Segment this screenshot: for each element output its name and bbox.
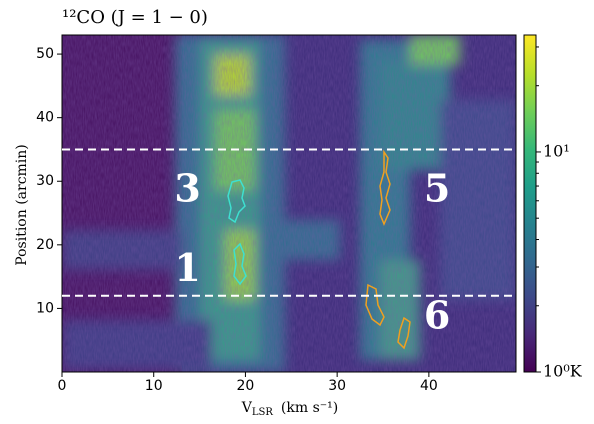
- x-axis-label: VLSR (km s⁻¹): [241, 400, 338, 418]
- colorbar-tick-label: 10⁰K: [543, 362, 583, 381]
- region-label: 6: [424, 293, 450, 338]
- y-tick-label: 30: [36, 173, 54, 189]
- chart-title: ¹²CO (J = 1 − 0): [62, 7, 208, 28]
- colorbar: [523, 34, 537, 373]
- y-tick-label: 10: [36, 300, 54, 316]
- colorbar-tick-label: 10¹: [543, 141, 570, 160]
- x-tick-label: 20: [237, 378, 255, 394]
- region-label: 1: [174, 245, 200, 290]
- x-tick-label: 10: [145, 378, 163, 394]
- contour-cyan: [227, 179, 247, 286]
- x-axis-label-main: V: [241, 400, 253, 416]
- x-tick-label: 40: [420, 378, 438, 394]
- y-axis-label: Position (arcmin): [14, 144, 30, 266]
- contour-orange: [365, 149, 411, 350]
- heatmap-image: [62, 35, 516, 372]
- y-tick-label: 20: [36, 237, 54, 253]
- x-axis-label-sub: LSR: [252, 407, 273, 418]
- y-tick-label: 50: [36, 46, 54, 62]
- plot-frame: [61, 34, 517, 373]
- x-tick-label: 30: [328, 378, 346, 394]
- y-tick-label: 40: [36, 110, 54, 126]
- region-label: 3: [174, 166, 200, 211]
- region-label: 5: [424, 166, 450, 211]
- x-tick-label: 0: [58, 378, 67, 394]
- x-axis-label-unit: (km s⁻¹): [281, 400, 338, 416]
